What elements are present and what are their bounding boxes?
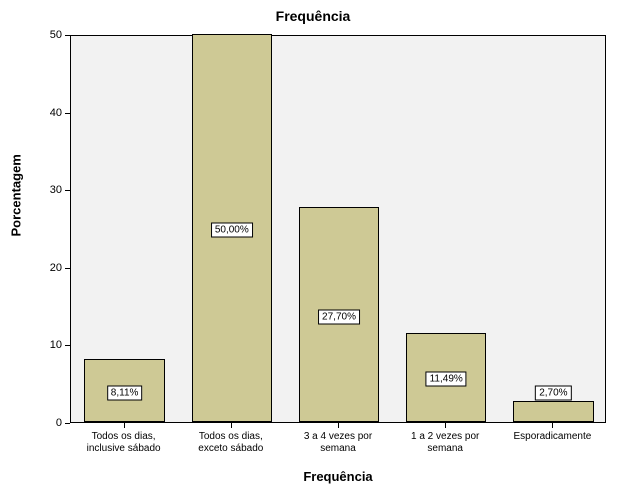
y-tick <box>65 268 70 269</box>
bar-data-label: 50,00% <box>211 223 253 238</box>
bar <box>513 401 593 422</box>
x-tick <box>552 423 553 428</box>
x-tick <box>231 423 232 428</box>
y-tick <box>65 345 70 346</box>
bar-data-label: 2,70% <box>535 386 571 401</box>
x-tick <box>338 423 339 428</box>
plot-area: 8,11% 50,00% 27,70% 11,49% 2,70% <box>70 35 606 423</box>
y-tick-label: 10 <box>40 339 62 351</box>
x-tick <box>445 423 446 428</box>
x-category-label: Esporadicamente <box>497 431 608 443</box>
x-category-label: 1 a 2 vezes porsemana <box>390 431 501 454</box>
bar-data-label: 11,49% <box>426 372 467 387</box>
plot-inner: 8,11% 50,00% 27,70% 11,49% 2,70% <box>71 36 605 422</box>
y-tick <box>65 113 70 114</box>
x-category-label: 3 a 4 vezes porsemana <box>282 431 393 454</box>
y-tick-label: 40 <box>40 107 62 119</box>
y-tick-label: 30 <box>40 184 62 196</box>
y-tick-label: 0 <box>40 417 62 429</box>
y-tick-label: 50 <box>40 29 62 41</box>
y-tick <box>65 423 70 424</box>
x-category-label: Todos os dias,inclusive sábado <box>68 431 179 454</box>
y-tick-label: 20 <box>40 262 62 274</box>
y-axis-label: Porcentagem <box>9 217 24 237</box>
y-tick <box>65 190 70 191</box>
bar-data-label: 8,11% <box>107 385 143 400</box>
x-axis-label: Frequência <box>70 469 606 484</box>
y-tick <box>65 35 70 36</box>
bar-data-label: 27,70% <box>318 309 360 324</box>
bar-chart: Frequência Porcentagem Frequência 8,11% 5… <box>0 0 626 501</box>
x-category-label: Todos os dias,exceto sábado <box>175 431 286 454</box>
x-tick <box>124 423 125 428</box>
chart-title: Frequência <box>0 8 626 24</box>
